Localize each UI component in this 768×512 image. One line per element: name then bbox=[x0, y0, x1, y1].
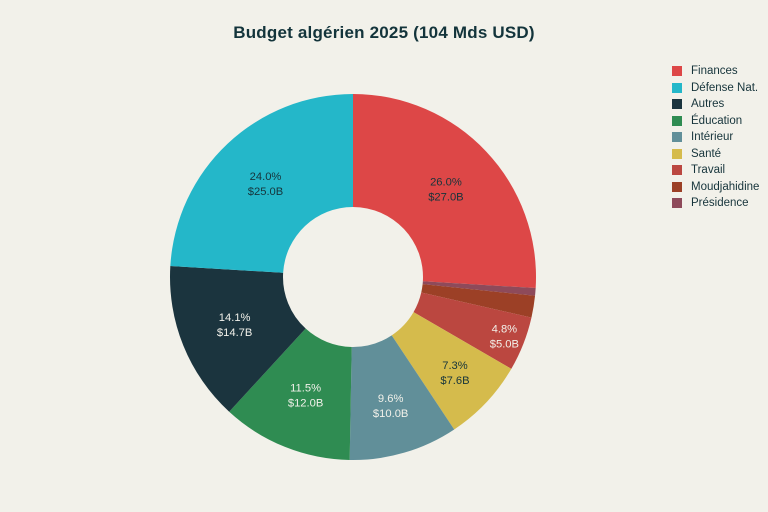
slice-label-defense-nat: 24.0% $25.0B bbox=[248, 171, 283, 198]
legend-item-education[interactable]: Éducation bbox=[672, 114, 759, 127]
slice-label-autres: 14.1% $14.7B bbox=[217, 312, 252, 339]
pie-slice-interieur[interactable] bbox=[349, 335, 455, 461]
legend-item-travail[interactable]: Travail bbox=[672, 164, 759, 176]
legend-label-sante: Santé bbox=[691, 147, 722, 160]
legend-item-moudjahidine[interactable]: Moudjahidine bbox=[672, 180, 760, 193]
legend: Finances Défense Nat. Autres Éducation Intér… bbox=[672, 65, 760, 209]
legend-swatch-travail bbox=[672, 165, 682, 175]
legend-swatch-finances bbox=[672, 66, 682, 76]
pie-slice-defense-nat[interactable] bbox=[170, 94, 353, 273]
pie-slice-autres[interactable] bbox=[169, 265, 306, 412]
legend-label-finances: Finances bbox=[691, 65, 738, 77]
legend-swatch-autres bbox=[672, 99, 682, 109]
pie-slice-education[interactable] bbox=[229, 328, 352, 460]
chart-title: Budget algérien 2025 (104 Mds USD) bbox=[233, 23, 535, 42]
pie-slice-presidence[interactable] bbox=[422, 281, 536, 296]
slice-label-finances: 26.0% $27.0B bbox=[428, 177, 463, 204]
slice-label-travail: 4.8% $5.0B bbox=[490, 324, 519, 351]
legend-item-defense-nat[interactable]: Défense Nat. bbox=[672, 81, 759, 94]
slice-label-interieur: 9.6% $10.0B bbox=[373, 393, 408, 420]
legend-label-presidence: Présidence bbox=[691, 197, 749, 209]
legend-item-interieur[interactable]: Intérieur bbox=[672, 131, 759, 143]
legend-item-finances[interactable]: Finances bbox=[672, 65, 759, 77]
legend-label-moudjahidine: Moudjahidine bbox=[691, 180, 760, 193]
pie-slice-moudjahidine[interactable] bbox=[421, 284, 536, 318]
pie-slice-finances[interactable] bbox=[353, 93, 537, 289]
legend-swatch-presidence bbox=[672, 198, 682, 208]
legend-label-travail: Travail bbox=[691, 164, 726, 176]
legend-swatch-education bbox=[672, 115, 682, 126]
legend-label-interieur: Intérieur bbox=[691, 131, 734, 143]
legend-label-autres: Autres bbox=[691, 98, 725, 110]
slice-label-education: 11.5% $12.0B bbox=[288, 383, 323, 410]
legend-label-education: Éducation bbox=[691, 114, 743, 127]
legend-swatch-interieur bbox=[672, 132, 682, 142]
pie-slice-travail[interactable] bbox=[413, 292, 532, 369]
legend-label-defense-nat: Défense Nat. bbox=[691, 81, 759, 94]
legend-item-presidence[interactable]: Présidence bbox=[672, 197, 759, 209]
legend-swatch-sante bbox=[672, 148, 682, 159]
legend-swatch-moudjahidine bbox=[672, 181, 682, 192]
legend-item-autres[interactable]: Autres bbox=[672, 98, 759, 110]
legend-swatch-defense-nat bbox=[672, 82, 682, 93]
slice-label-sante: 7.3% $7.6B bbox=[440, 360, 469, 387]
legend-item-sante[interactable]: Santé bbox=[672, 147, 759, 160]
pie-slice-sante[interactable] bbox=[391, 312, 512, 430]
